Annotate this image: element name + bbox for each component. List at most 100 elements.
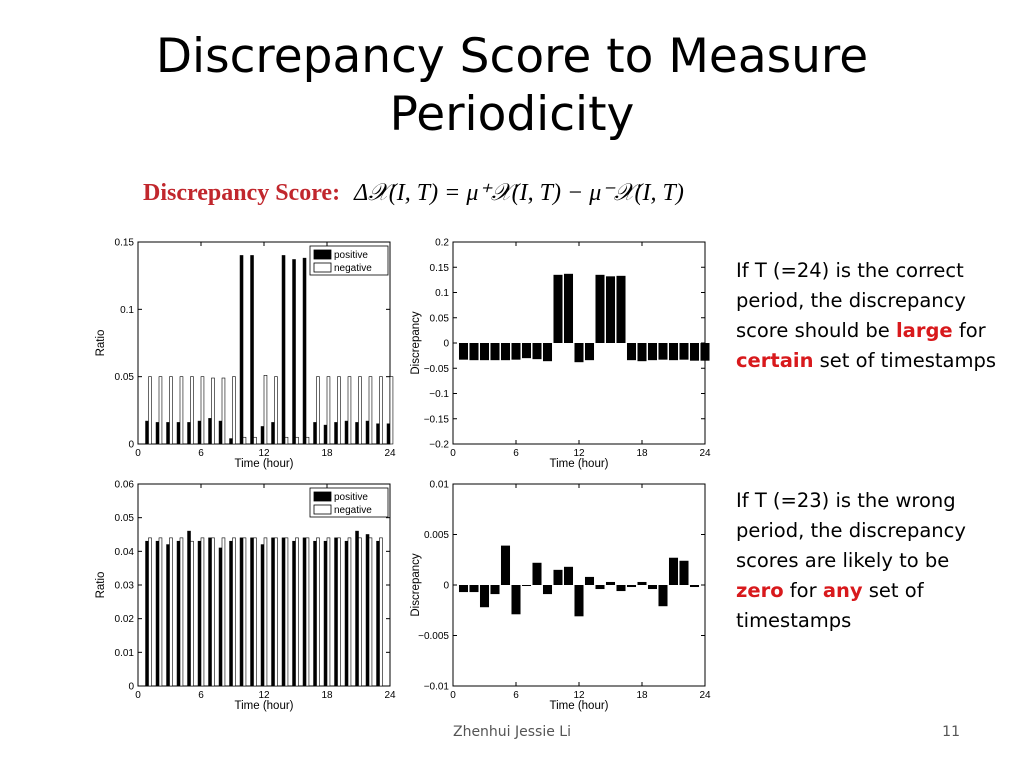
bar-negative bbox=[221, 377, 226, 445]
y-axis-label: Ratio bbox=[95, 572, 107, 599]
bar-negative bbox=[179, 537, 184, 687]
explanation-text: If T (=24) is the correct period, the di… bbox=[736, 259, 966, 342]
bar-negative bbox=[337, 537, 341, 687]
legend-label: positive bbox=[334, 250, 368, 261]
bar-discrepancy bbox=[511, 343, 521, 360]
legend-swatch bbox=[313, 262, 332, 273]
y-tick-label: 0.15 bbox=[430, 263, 450, 274]
bar-negative bbox=[148, 376, 152, 445]
bar-positive bbox=[271, 422, 275, 445]
bar-positive bbox=[292, 259, 296, 445]
bar-discrepancy bbox=[563, 273, 574, 343]
bar-discrepancy bbox=[689, 343, 700, 361]
bar-negative bbox=[263, 537, 268, 687]
bar-negative bbox=[221, 537, 226, 687]
bar-discrepancy bbox=[637, 343, 647, 362]
bar-positive bbox=[187, 530, 191, 687]
bar-negative bbox=[347, 537, 352, 687]
x-tick-label: 24 bbox=[699, 448, 711, 459]
bar-discrepancy bbox=[679, 343, 689, 360]
bar-positive bbox=[334, 422, 338, 445]
bar-discrepancy bbox=[605, 581, 616, 585]
bar-positive bbox=[281, 255, 286, 445]
bar-discrepancy bbox=[637, 581, 647, 585]
x-tick-label: 18 bbox=[321, 448, 333, 459]
bar-negative bbox=[190, 376, 194, 445]
bar-negative bbox=[232, 537, 236, 687]
bar-positive bbox=[145, 540, 149, 687]
bar-negative bbox=[274, 376, 278, 445]
x-tick-label: 6 bbox=[513, 448, 519, 459]
y-tick-label: −0.05 bbox=[424, 364, 450, 375]
chart-svg: 0 0.01 0.02 0.03 0.04 0.05 0.06 0 6 12 18 24 Time (h… bbox=[95, 480, 396, 713]
y-tick-label: 0 bbox=[443, 581, 449, 592]
bar-discrepancy bbox=[584, 576, 595, 585]
x-tick-label: 0 bbox=[135, 448, 141, 459]
bar-discrepancy bbox=[574, 585, 584, 617]
bar-negative bbox=[284, 436, 289, 445]
bar-negative bbox=[274, 537, 278, 687]
bar-negative bbox=[263, 375, 268, 445]
bar-discrepancy bbox=[584, 343, 595, 361]
bar-positive bbox=[344, 540, 349, 687]
x-tick-label: 0 bbox=[450, 448, 456, 459]
legend-label: negative bbox=[334, 263, 372, 274]
bar-negative bbox=[211, 537, 215, 687]
bar-discrepancy bbox=[458, 343, 469, 360]
bar-positive bbox=[166, 422, 170, 445]
chart-svg: 0.20.150.10.050−0.05−0.1−0.15−0.20 6 12 18 2… bbox=[410, 238, 711, 471]
bar-positive bbox=[239, 255, 244, 445]
bar-discrepancy bbox=[574, 343, 584, 363]
explanation-correct-period: If T (=24) is the correct period, the di… bbox=[736, 256, 996, 376]
y-tick-label: −0.005 bbox=[418, 631, 449, 642]
y-tick-label: 0.1 bbox=[435, 288, 449, 299]
bar-negative bbox=[358, 376, 362, 445]
bar-negative bbox=[316, 376, 320, 445]
bar-discrepancy bbox=[668, 343, 679, 361]
y-tick-label: 0.01 bbox=[115, 648, 135, 659]
x-tick-label: 24 bbox=[384, 690, 396, 701]
bar-positive bbox=[281, 537, 286, 687]
bar-discrepancy bbox=[469, 585, 479, 593]
ratio-chart-t23: 0 0.01 0.02 0.03 0.04 0.05 0.06 0 6 12 18 24 Time (h… bbox=[90, 476, 400, 716]
explanation-text: for bbox=[952, 319, 986, 342]
y-tick-label: 0.05 bbox=[115, 372, 135, 383]
bar-discrepancy bbox=[668, 557, 679, 585]
bar-negative bbox=[305, 537, 310, 687]
bar-discrepancy bbox=[479, 585, 490, 608]
bar-negative bbox=[169, 376, 173, 445]
bar-discrepancy bbox=[647, 343, 658, 361]
bar-discrepancy bbox=[626, 585, 637, 588]
bar-discrepancy bbox=[542, 343, 553, 362]
formula-equation: Δ𝒳(I, T) = μ⁺𝒳(I, T) − μ⁻𝒳(I, T) bbox=[354, 180, 684, 206]
bar-discrepancy bbox=[605, 276, 616, 343]
explanation-text: If T (=23) is the wrong period, the disc… bbox=[736, 489, 966, 572]
x-tick-label: 12 bbox=[258, 690, 270, 701]
bar-negative bbox=[368, 376, 373, 445]
x-tick-label: 12 bbox=[258, 448, 270, 459]
bar-discrepancy bbox=[532, 562, 542, 585]
slide-title-line1: Discrepancy Score to Measure bbox=[155, 29, 869, 84]
legend-label: negative bbox=[334, 505, 372, 516]
bar-negative bbox=[200, 537, 205, 687]
bar-positive bbox=[365, 534, 370, 687]
bar-negative bbox=[232, 376, 236, 445]
explanation-text: set of timestamps bbox=[813, 349, 996, 372]
bar-negative bbox=[158, 537, 163, 687]
bar-discrepancy bbox=[458, 585, 469, 593]
highlight-word: zero bbox=[736, 579, 784, 602]
bar-negative bbox=[253, 436, 257, 445]
bar-positive bbox=[155, 540, 160, 687]
bar-positive bbox=[176, 422, 181, 445]
bar-positive bbox=[302, 257, 307, 445]
explanation-text: set of timestamps bbox=[736, 579, 924, 632]
chart-svg: 0 0.05 0.1 0.15 0 6 12 18 24 Time (hour) Ratio posi… bbox=[95, 238, 396, 471]
bar-negative bbox=[158, 376, 163, 445]
bar-discrepancy bbox=[679, 560, 689, 585]
highlight-word: certain bbox=[736, 349, 814, 372]
bar-negative bbox=[242, 436, 247, 445]
y-tick-label: 0.04 bbox=[115, 547, 135, 558]
y-tick-label: 0.15 bbox=[115, 238, 135, 249]
legend-swatch bbox=[313, 249, 332, 260]
